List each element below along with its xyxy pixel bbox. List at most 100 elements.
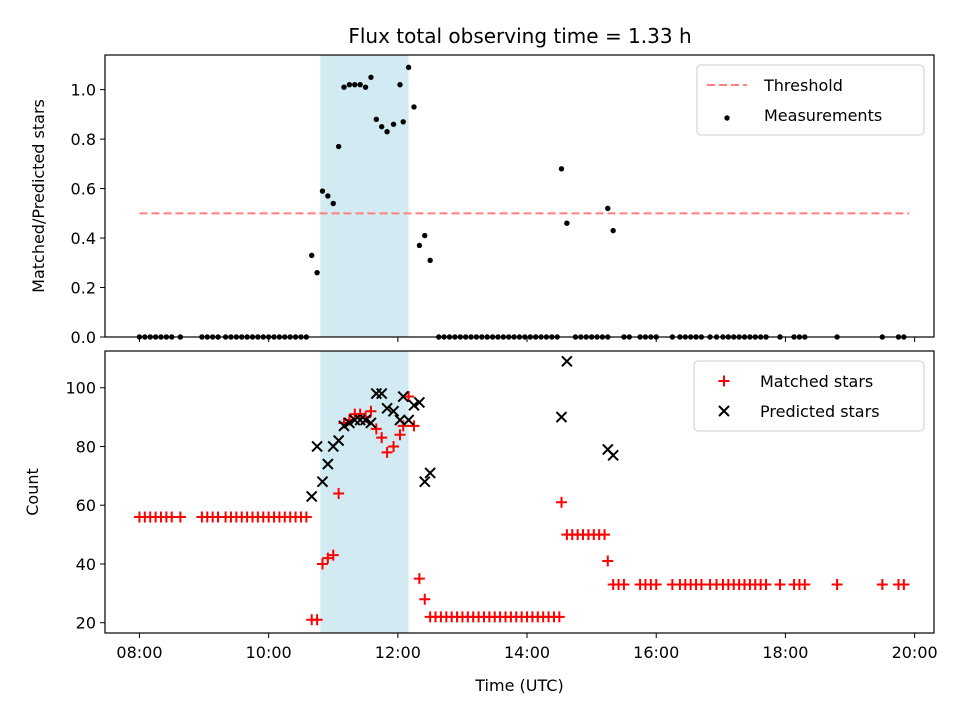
- y-tick-label: 0.2: [71, 279, 96, 298]
- measurement-point: [397, 81, 403, 88]
- predicted-point: [311, 440, 323, 453]
- x-tick-label: 18:00: [762, 643, 808, 662]
- matched-point: [413, 573, 425, 585]
- x-tick-label: 10:00: [246, 643, 292, 662]
- predicted-point: [343, 417, 356, 429]
- matched-point: [370, 423, 382, 435]
- measurement-point: [368, 74, 374, 80]
- y-tick-label: 60: [76, 496, 96, 515]
- matched-point: [365, 405, 377, 417]
- y-tick-label: 0.6: [71, 180, 96, 199]
- y-tick-label: 1.0: [71, 81, 96, 100]
- legend-predicted-swatch: [718, 405, 730, 417]
- measurement-point: [362, 84, 369, 90]
- measurement-point: [373, 116, 380, 123]
- predicted-point: [424, 467, 436, 479]
- measurement-point: [352, 81, 358, 88]
- predicted-point: [413, 396, 426, 409]
- matched-point: [650, 579, 662, 591]
- predicted-point: [402, 414, 415, 426]
- predicted-point: [338, 420, 350, 432]
- predicted-point: [375, 387, 388, 400]
- matched-point: [831, 579, 843, 591]
- predicted-point: [419, 476, 431, 488]
- legend-box: [696, 64, 925, 136]
- predicted-point: [316, 476, 329, 488]
- y-tick-label: 0.0: [71, 328, 96, 347]
- measurement-point: [405, 64, 412, 71]
- chart-title: Flux total observing time = 1.33 h: [348, 24, 691, 48]
- measurement-point: [564, 220, 570, 226]
- x-tick-label: 08:00: [116, 643, 162, 662]
- matched-point: [327, 549, 339, 561]
- matched-point: [774, 579, 786, 591]
- predicted-point: [408, 399, 420, 412]
- measurement-point: [416, 242, 423, 249]
- shaded-region: [320, 351, 409, 633]
- y-axis-label: Matched/Predicted stars: [29, 99, 48, 293]
- matched-point: [618, 579, 630, 591]
- matched-point: [333, 487, 345, 499]
- matched-point: [555, 496, 567, 508]
- matched-point: [403, 391, 415, 403]
- matched-point: [876, 579, 888, 591]
- legend-label: Predicted stars: [760, 402, 880, 421]
- y-tick-label: 80: [76, 437, 96, 456]
- y-tick-label: 0.8: [71, 130, 96, 149]
- predicted-point: [381, 402, 393, 414]
- y-tick-label: 100: [65, 379, 96, 398]
- y-tick-label: 40: [76, 555, 96, 574]
- measurement-point: [378, 124, 385, 130]
- predicted-point: [359, 414, 372, 426]
- legend-label: Matched stars: [760, 372, 873, 391]
- axes-frame: [104, 54, 935, 338]
- predicted-point: [561, 355, 573, 367]
- measurement-point: [319, 188, 326, 194]
- predicted-point: [322, 458, 334, 470]
- legend-label: Threshold: [763, 76, 843, 95]
- predicted-point: [306, 490, 318, 503]
- x-tick-label: 16:00: [633, 643, 679, 662]
- matched-point: [394, 429, 406, 441]
- predicted-point: [607, 449, 619, 461]
- y-axis-label: Count: [23, 468, 42, 516]
- measurement-point: [335, 143, 342, 150]
- matched-point: [599, 529, 611, 541]
- measurement-point: [558, 166, 565, 172]
- axes-frame: [104, 350, 935, 634]
- matched-point: [553, 611, 565, 623]
- matched-point: [799, 579, 811, 591]
- x-tick-label: 20:00: [892, 643, 938, 662]
- y-tick-label: 20: [76, 614, 96, 633]
- matched-point: [300, 511, 312, 523]
- matched-point: [316, 558, 328, 570]
- y-tick-label: 0.4: [71, 229, 96, 248]
- measurement-point: [330, 200, 336, 207]
- matched-point: [376, 432, 388, 444]
- matched-point: [760, 579, 772, 591]
- measurement-point: [427, 257, 433, 264]
- matched-point: [898, 579, 910, 591]
- matched-point: [419, 593, 431, 605]
- x-tick-label: 12:00: [375, 643, 421, 662]
- x-axis-label: Time (UTC): [474, 676, 563, 695]
- matched-point: [381, 446, 393, 458]
- measurement-point: [610, 227, 616, 234]
- measurement-point: [411, 104, 417, 110]
- predicted-point: [397, 390, 409, 403]
- legend-label: Measurements: [764, 106, 882, 125]
- measurement-point: [309, 252, 315, 259]
- predicted-point: [394, 414, 406, 426]
- measurement-point: [422, 232, 428, 239]
- measurement-point: [400, 119, 406, 125]
- matched-point: [602, 555, 614, 567]
- predicted-point: [332, 434, 345, 447]
- measurement-point: [325, 193, 331, 199]
- predicted-point: [365, 417, 377, 429]
- measurement-point: [341, 84, 347, 90]
- predicted-point: [555, 411, 568, 423]
- matched-point: [388, 440, 400, 452]
- measurement-point: [314, 269, 320, 276]
- bottom-panel: 20 40 60 80 100 08:00 10:00 12:00 14:00 16:00 18:0…: [23, 350, 938, 695]
